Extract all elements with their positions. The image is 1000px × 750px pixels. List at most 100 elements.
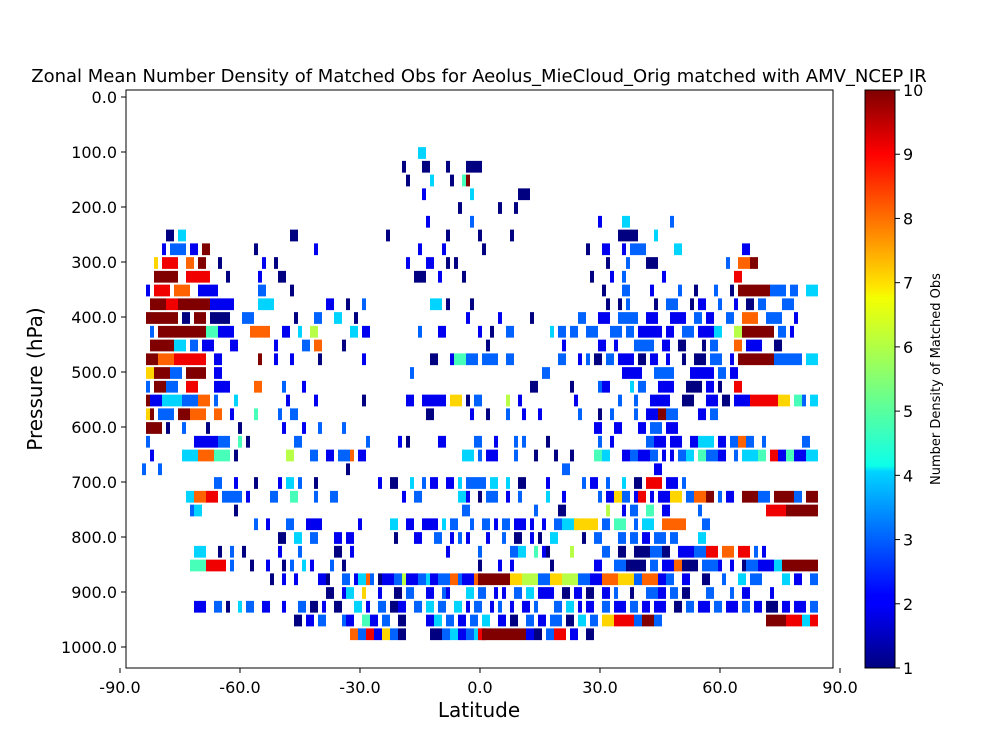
heatmap-cell (154, 284, 170, 297)
heatmap-cell (446, 477, 454, 489)
heatmap-cell (594, 532, 602, 544)
heatmap-cell (586, 243, 590, 256)
heatmap-cell (718, 298, 722, 311)
heatmap-cell (406, 587, 414, 599)
heatmap-cell (554, 600, 562, 613)
heatmap-cell (622, 504, 626, 517)
heatmap-cell (402, 573, 406, 586)
colorbar-tick-label: 8 (903, 209, 913, 228)
heatmap-cell (662, 559, 674, 572)
heatmap-cell (606, 477, 610, 489)
heatmap-cell (478, 545, 482, 558)
heatmap-cell (150, 408, 154, 421)
heatmap-cell (450, 518, 458, 531)
heatmap-cell (666, 422, 678, 434)
heatmap-cell (346, 614, 354, 627)
heatmap-cell (530, 312, 534, 324)
heatmap-cell (474, 435, 482, 448)
heatmap-cell (346, 532, 354, 544)
heatmap-cell (342, 614, 346, 627)
heatmap-cell (390, 518, 398, 531)
heatmap-cell (522, 573, 538, 586)
heatmap-cell (298, 545, 302, 558)
heatmap-cell (602, 545, 610, 558)
heatmap-cell (602, 587, 610, 599)
heatmap-cell (718, 435, 726, 448)
heatmap-cell (446, 257, 450, 269)
heatmap-cell (142, 463, 146, 476)
heatmap-cell (654, 600, 666, 613)
heatmap-cell (314, 339, 322, 352)
heatmap-cell (742, 449, 758, 462)
colorbar-label: Number Density of Matched Obs (929, 273, 944, 485)
heatmap-cell (482, 243, 486, 256)
heatmap-cell (498, 202, 502, 214)
heatmap-cell (718, 449, 726, 462)
heatmap-cell (446, 545, 450, 558)
heatmap-cell (302, 339, 310, 352)
heatmap-cell (698, 435, 714, 448)
heatmap-cell (498, 614, 506, 627)
heatmap-cell (418, 243, 422, 256)
heatmap-cell (150, 449, 154, 462)
heatmap-cell (562, 573, 578, 586)
heatmap-cell (458, 628, 466, 641)
heatmap-cell (810, 394, 818, 407)
heatmap-cell (310, 559, 314, 572)
heatmap-cell (722, 573, 726, 586)
heatmap-cell (778, 394, 790, 407)
heatmap-cell (282, 325, 290, 338)
heatmap-cell (254, 380, 262, 393)
heatmap-cell (674, 243, 682, 256)
heatmap-cell (274, 339, 278, 352)
heatmap-cell (246, 600, 254, 613)
heatmap-cell (650, 353, 658, 366)
heatmap-cell (182, 394, 198, 407)
x-axis: -90.0 -60.0 -30.0 0.0 30.0 60.0 90.0 (99, 668, 858, 697)
heatmap-cell (286, 518, 294, 531)
heatmap-cell (722, 545, 734, 558)
heatmap-cell (806, 353, 818, 366)
heatmap-cell (478, 587, 486, 599)
heatmap-cell (618, 532, 626, 544)
heatmap-cell (354, 573, 358, 586)
heatmap-cell (758, 559, 774, 572)
heatmap-cell (522, 435, 526, 448)
heatmap-cell (570, 325, 578, 338)
heatmap-cell (634, 394, 638, 407)
heatmap-cell (658, 573, 666, 586)
heatmap-cell (578, 408, 582, 421)
heatmap-cell (382, 573, 394, 586)
heatmap-cell (518, 394, 522, 407)
heatmap-cell (602, 600, 610, 613)
heatmap-cell (682, 394, 694, 407)
heatmap-cell (186, 367, 206, 379)
heatmap-cell (246, 490, 250, 503)
heatmap-cell (146, 284, 150, 297)
heatmap-cell (658, 490, 670, 503)
heatmap-cell (350, 545, 354, 558)
heatmap-cell (190, 504, 194, 517)
heatmap-cell (466, 628, 474, 641)
heatmap-cell (382, 614, 390, 627)
heatmap-cell (426, 573, 430, 586)
heatmap-cell (638, 353, 646, 366)
colorbar-tick-label: 2 (903, 595, 913, 614)
heatmap-cell (186, 257, 194, 269)
heatmap-cell (410, 367, 414, 379)
heatmap-cell (154, 270, 178, 283)
heatmap-cell (670, 449, 674, 462)
heatmap-cell (438, 600, 446, 613)
heatmap-cell (694, 284, 698, 297)
heatmap-cell (562, 339, 566, 352)
heatmap-cell (734, 325, 742, 338)
heatmap-cell (226, 600, 230, 613)
heatmap-cell (490, 600, 494, 613)
heatmap-cell (314, 490, 318, 503)
heatmap-cell (302, 559, 306, 572)
heatmap-cell (518, 188, 530, 201)
heatmap-cell (742, 559, 746, 572)
heatmap-cell (682, 587, 690, 599)
heatmap-cell (394, 573, 402, 586)
colorbar-tick-label: 3 (903, 531, 913, 550)
